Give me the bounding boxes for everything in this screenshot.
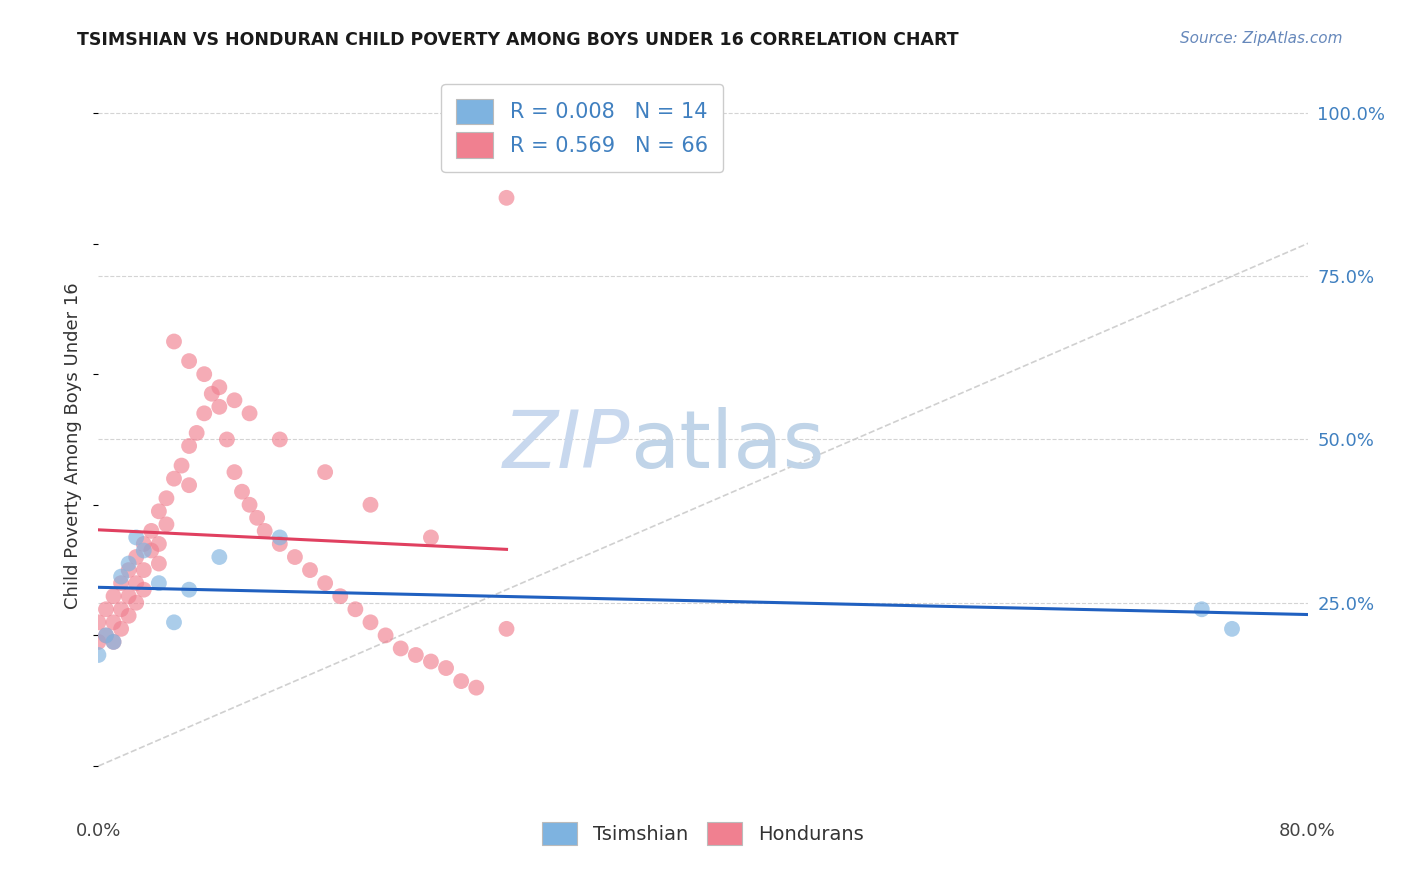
Point <box>1191 602 1213 616</box>
Point <box>148 537 170 551</box>
Point <box>405 648 427 662</box>
Point <box>314 576 336 591</box>
Point <box>179 439 201 453</box>
Point <box>179 582 201 597</box>
Point <box>148 504 170 518</box>
Y-axis label: Child Poverty Among Boys Under 16: Child Poverty Among Boys Under 16 <box>65 283 83 609</box>
Point <box>110 569 132 583</box>
Point <box>450 674 472 689</box>
Point <box>495 191 517 205</box>
Point <box>239 406 262 420</box>
Point <box>125 576 148 591</box>
Point <box>87 635 110 649</box>
Point <box>420 655 443 669</box>
Text: TSIMSHIAN VS HONDURAN CHILD POVERTY AMONG BOYS UNDER 16 CORRELATION CHART: TSIMSHIAN VS HONDURAN CHILD POVERTY AMON… <box>77 31 959 49</box>
Text: Source: ZipAtlas.com: Source: ZipAtlas.com <box>1180 31 1343 46</box>
Point <box>253 524 276 538</box>
Point <box>103 589 125 603</box>
Point <box>193 367 215 381</box>
Point <box>434 661 457 675</box>
Point <box>141 524 163 538</box>
Point <box>103 635 125 649</box>
Point <box>118 563 141 577</box>
Point <box>94 628 117 642</box>
Point <box>193 406 215 420</box>
Point <box>94 628 117 642</box>
Point <box>179 478 201 492</box>
Point <box>118 589 141 603</box>
Point <box>269 537 291 551</box>
Point <box>389 641 412 656</box>
Point <box>231 484 253 499</box>
Point <box>215 433 238 447</box>
Point <box>155 517 177 532</box>
Point <box>360 615 382 630</box>
Point <box>163 615 186 630</box>
Point <box>155 491 177 506</box>
Point <box>246 511 269 525</box>
Point <box>420 530 443 544</box>
Point <box>329 589 352 603</box>
Point <box>87 615 110 630</box>
Point <box>208 380 231 394</box>
Point <box>132 543 155 558</box>
Point <box>132 582 155 597</box>
Point <box>103 635 125 649</box>
Point <box>239 498 262 512</box>
Point <box>110 622 132 636</box>
Point <box>103 615 125 630</box>
Point <box>495 622 517 636</box>
Point <box>344 602 367 616</box>
Point <box>360 498 382 512</box>
Point <box>186 425 208 440</box>
Point <box>148 576 170 591</box>
Point <box>299 563 322 577</box>
Point <box>224 465 246 479</box>
Point <box>208 400 231 414</box>
Point <box>87 648 110 662</box>
Point <box>118 557 141 571</box>
Point <box>118 608 141 623</box>
Point <box>269 433 291 447</box>
Text: ZIP: ZIP <box>503 407 630 485</box>
Point <box>110 576 132 591</box>
Point <box>1220 622 1243 636</box>
Point <box>201 386 224 401</box>
Point <box>269 530 291 544</box>
Point <box>179 354 201 368</box>
Point <box>148 557 170 571</box>
Point <box>94 602 117 616</box>
Point <box>163 334 186 349</box>
Legend: Tsimshian, Hondurans: Tsimshian, Hondurans <box>534 814 872 854</box>
Point <box>132 537 155 551</box>
Text: atlas: atlas <box>630 407 825 485</box>
Point <box>125 549 148 564</box>
Point <box>314 465 336 479</box>
Point <box>374 628 396 642</box>
Point <box>284 549 307 564</box>
Point <box>208 549 231 564</box>
Point <box>170 458 193 473</box>
Point <box>132 563 155 577</box>
Point <box>465 681 488 695</box>
Point <box>163 472 186 486</box>
Point <box>125 530 148 544</box>
Point <box>224 393 246 408</box>
Point <box>141 543 163 558</box>
Point <box>125 596 148 610</box>
Point <box>110 602 132 616</box>
